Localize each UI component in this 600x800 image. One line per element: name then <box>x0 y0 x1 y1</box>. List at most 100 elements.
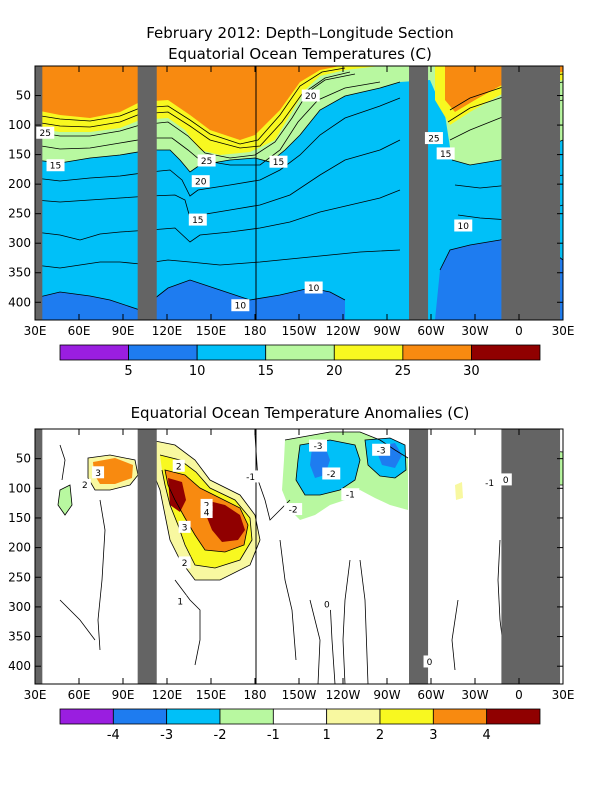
x-tick-label: 60W <box>417 688 444 702</box>
x-tick-label: 30W <box>461 324 488 338</box>
contour-label-bg <box>78 478 91 491</box>
y-tick-label: 200 <box>8 177 31 191</box>
y-tick-label: 100 <box>8 118 31 132</box>
contour-label: 20 <box>195 178 207 188</box>
land-mask <box>501 66 561 320</box>
x-tick-label: 120E <box>152 688 183 702</box>
contour-label-bg <box>178 520 191 533</box>
contour-label-bg <box>36 126 55 139</box>
x-tick-label: 90E <box>112 688 135 702</box>
colorbar-label: 3 <box>429 728 437 743</box>
contour-label: 10 <box>308 284 320 294</box>
contour-label-bg <box>309 439 328 452</box>
contour-label: 15 <box>50 162 61 172</box>
colorbar-label: -1 <box>267 728 280 743</box>
y-tick-label: 150 <box>8 148 31 162</box>
x-tick-label: 120W <box>326 324 361 338</box>
y-tick-label: 50 <box>16 452 31 466</box>
x-tick-label: 90E <box>112 324 135 338</box>
x-tick-label: 90W <box>373 688 400 702</box>
chart2-plot-area <box>35 429 563 684</box>
colorbar-swatch <box>219 708 274 725</box>
x-tick-label: 150E <box>196 324 227 338</box>
y-tick-label: 50 <box>16 89 31 103</box>
land-mask <box>501 429 561 684</box>
contour-label: 0 <box>324 600 330 610</box>
contour-label-bg <box>269 155 288 168</box>
colorbar-label: 30 <box>463 364 480 379</box>
colorbar-label: 15 <box>257 364 274 379</box>
contour-label: 15 <box>273 158 284 168</box>
x-tick-label: 30E <box>24 688 47 702</box>
contour-label-bg <box>436 147 455 160</box>
x-tick-label: 150W <box>282 688 317 702</box>
contour-label-bg <box>92 466 105 479</box>
contour-label: 10 <box>235 302 247 312</box>
y-tick-label: 400 <box>8 295 31 309</box>
y-tick-label: 250 <box>8 207 31 221</box>
colorbar-label: 20 <box>326 364 343 379</box>
contour-label-bg <box>304 281 323 294</box>
colorbar-swatch <box>432 708 488 725</box>
contour-label-bg <box>341 488 360 501</box>
contour-label: -3 <box>314 442 323 452</box>
contour-label: -2 <box>327 470 336 480</box>
land-mask <box>35 66 43 320</box>
contour-label: 2 <box>182 559 188 569</box>
colorbar-swatch <box>471 344 541 361</box>
chart2-colorbar: -4 -3 -2 -1 1 2 3 4 <box>59 708 541 743</box>
contour-label: -1 <box>246 473 255 483</box>
contour-label-bg <box>320 597 333 610</box>
colorbar-label: 5 <box>124 364 132 379</box>
contour-label: 1 <box>177 597 183 607</box>
contour-label-bg <box>424 132 443 145</box>
x-tick-label: 120W <box>326 688 361 702</box>
contour-label: 0 <box>427 658 433 668</box>
contour-label: 4 <box>204 509 210 519</box>
colorbar-label: 4 <box>483 728 491 743</box>
contour-label: 10 <box>458 222 470 232</box>
chart2-land-masks <box>35 429 561 684</box>
colorbar-swatch <box>379 708 434 725</box>
contour-label-bg <box>197 154 216 167</box>
y-tick-label: 100 <box>8 481 31 495</box>
x-tick-label: 180 <box>244 688 267 702</box>
contour-label: -2 <box>289 506 298 516</box>
colorbar-swatch <box>272 708 328 725</box>
contour-label-bg <box>241 470 260 483</box>
contour-label-bg <box>174 594 187 607</box>
colorbar-swatch <box>486 708 541 725</box>
y-tick-label: 350 <box>8 266 31 280</box>
land-mask <box>409 66 429 320</box>
contour-label: 15 <box>192 216 203 226</box>
contour-label-bg <box>301 89 320 102</box>
colorbar-swatch <box>166 708 221 725</box>
chart1-land-masks <box>35 66 561 320</box>
contour-label: 15 <box>440 150 451 160</box>
contour-label: 25 <box>40 129 51 139</box>
x-tick-label: 30W <box>461 688 488 702</box>
contour-label-bg <box>284 503 303 516</box>
contour-label-bg <box>372 443 391 456</box>
colorbar-swatch <box>112 708 168 725</box>
chart1-colorbar: 5 10 15 20 25 30 <box>59 344 541 379</box>
colorbar-swatch <box>128 344 198 361</box>
x-tick-label: 150E <box>196 688 227 702</box>
land-mask <box>137 66 157 320</box>
colorbar-label: -2 <box>214 728 227 743</box>
contour-label: 3 <box>182 523 188 533</box>
contour-label-bg <box>188 213 207 226</box>
land-mask <box>137 429 157 684</box>
contour-label: 2 <box>82 481 88 491</box>
x-tick-label: 60E <box>68 688 91 702</box>
x-tick-label: 30E <box>552 324 575 338</box>
x-tick-label: 180 <box>244 324 267 338</box>
chart1-plot-area <box>35 66 563 320</box>
y-tick-label: 350 <box>8 630 31 644</box>
chart1-title: February 2012: Depth–Longitude Section <box>146 24 454 42</box>
chart1-subtitle: Equatorial Ocean Temperatures (C) <box>168 45 432 63</box>
contour-label: 3 <box>95 469 101 479</box>
contour-label-bg <box>454 219 473 232</box>
